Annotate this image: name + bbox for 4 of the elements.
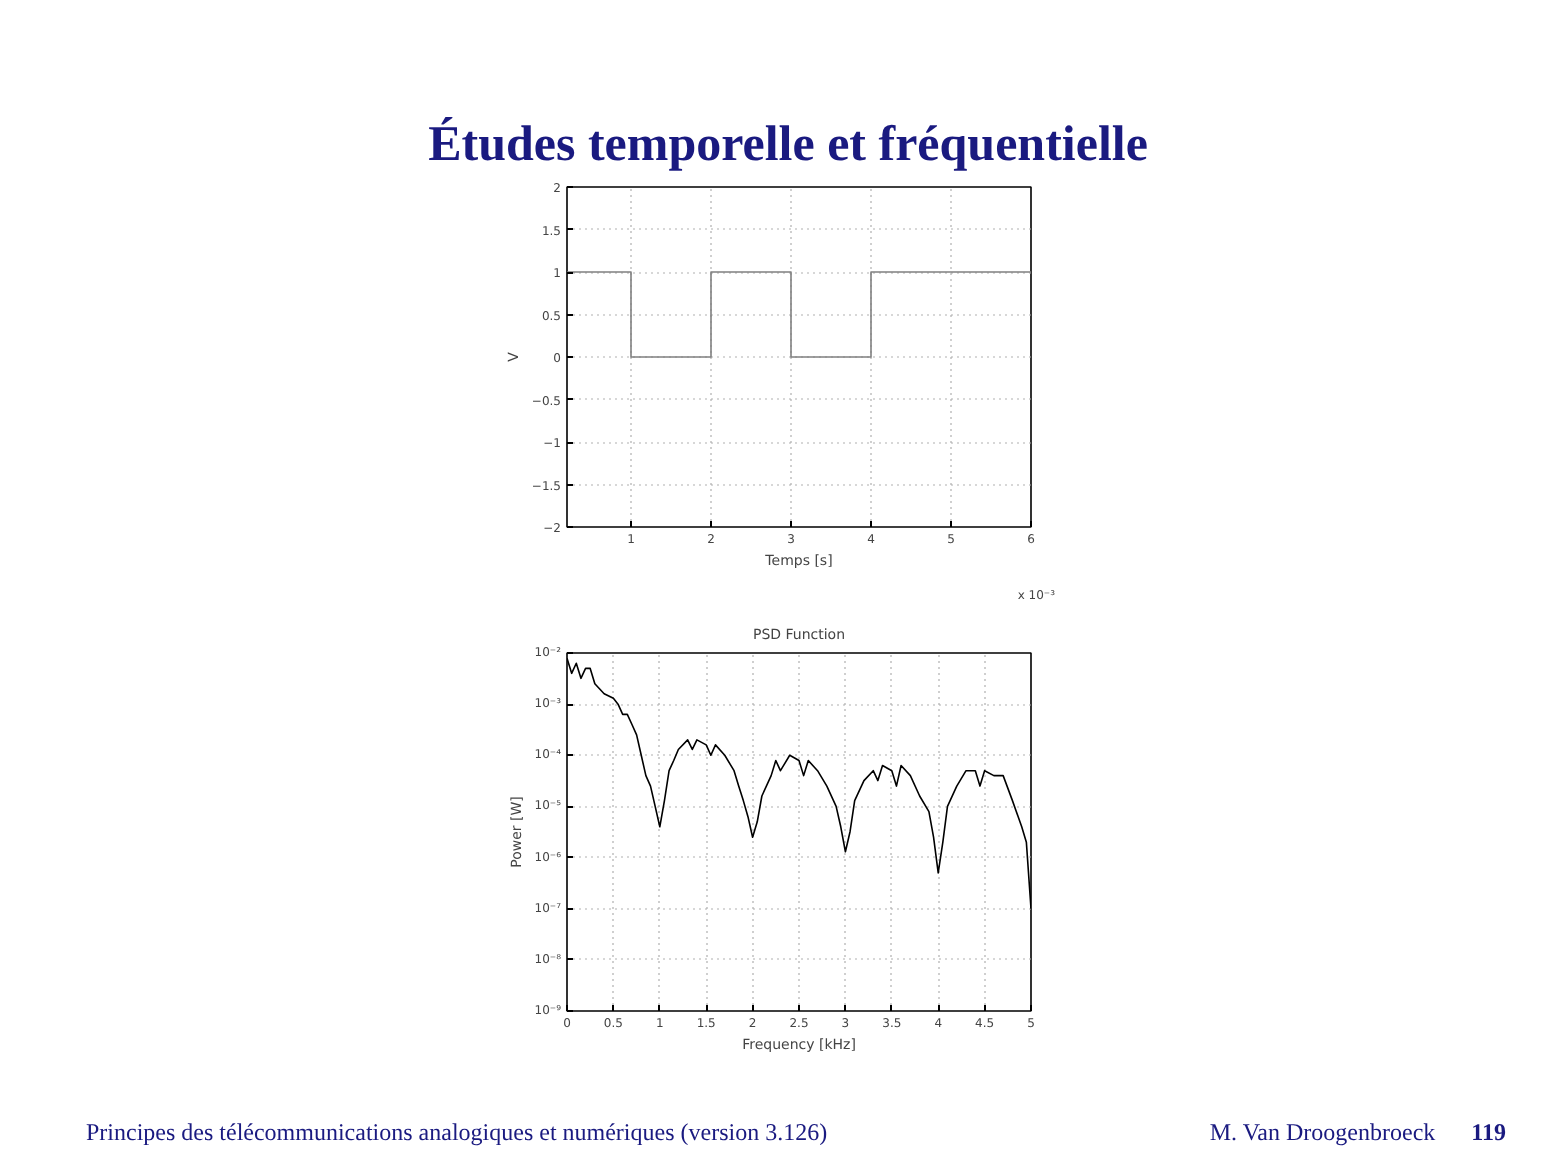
chart-title: Études temporelle et fréquentielle (428, 115, 1148, 176)
text: M. Van Droogenbroeck (1209, 1118, 1436, 1146)
text: Principes des télécommunications analogiques et numériques (version 3.126) (86, 1116, 828, 1150)
text: 119 (1471, 1118, 1506, 1146)
